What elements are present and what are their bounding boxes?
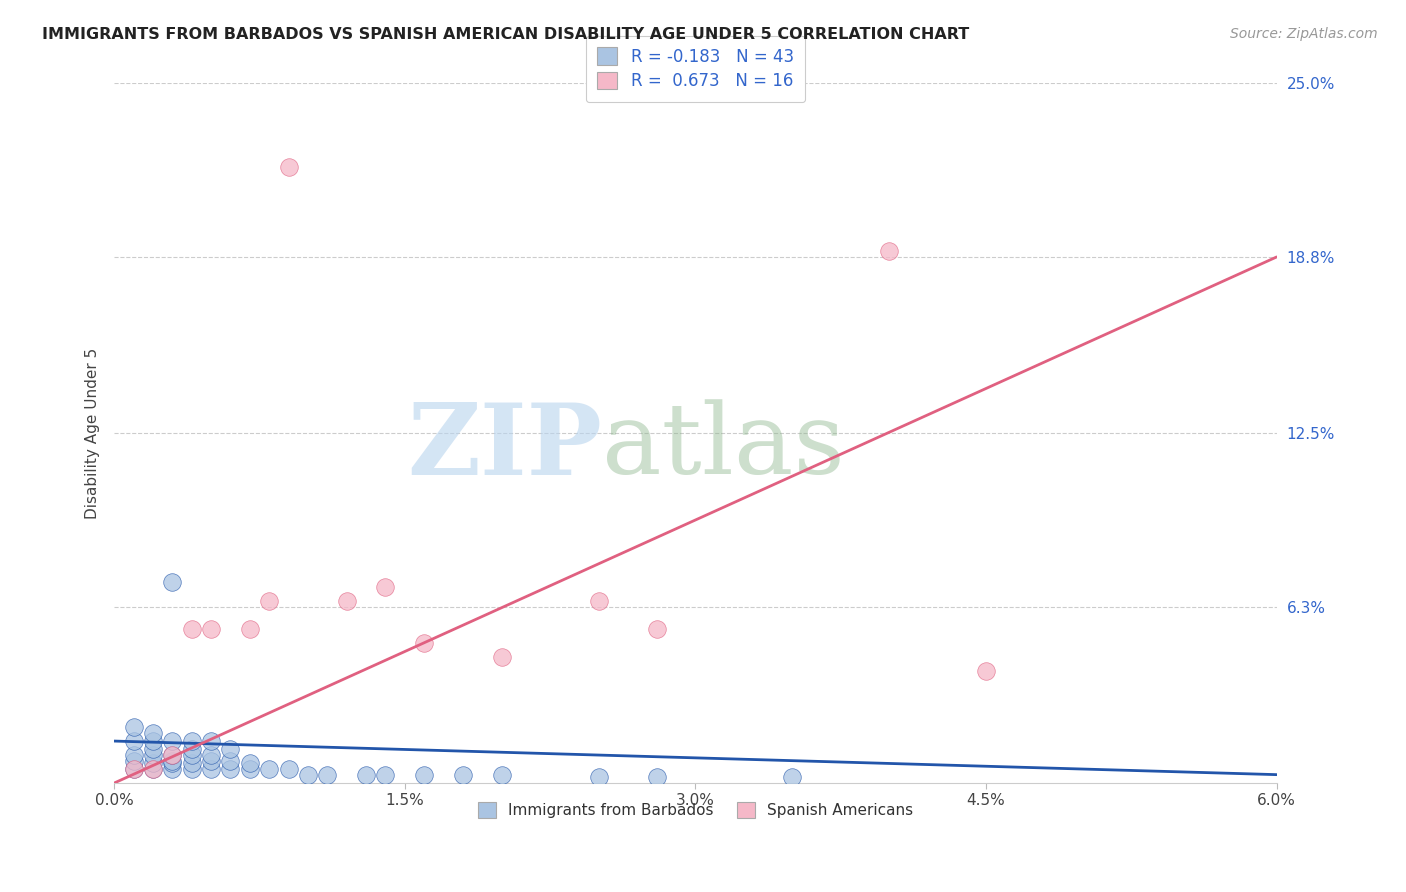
Point [122,762,145,776]
Point [122,734,145,748]
Point [645,771,668,785]
Point [200,734,222,748]
Point [413,767,436,781]
Point [122,720,145,734]
Point [180,762,202,776]
Point [257,762,280,776]
Point [122,747,145,762]
Point [162,747,184,762]
Point [162,762,184,776]
Point [588,594,610,608]
Point [162,756,184,771]
Point [180,742,202,756]
Point [374,580,396,594]
Point [782,771,804,785]
Point [200,747,222,762]
Point [142,747,165,762]
Point [142,725,165,739]
Point [297,767,319,781]
Point [200,762,222,776]
Point [142,762,165,776]
Point [413,636,436,650]
Point [974,664,997,678]
Point [142,756,165,771]
Point [277,161,299,175]
Point [180,622,202,636]
Text: ZIP: ZIP [408,399,602,496]
Legend: Immigrants from Barbados, Spanish Americans: Immigrants from Barbados, Spanish Americ… [471,797,920,824]
Point [239,756,262,771]
Y-axis label: Disability Age Under 5: Disability Age Under 5 [86,348,100,519]
Point [180,747,202,762]
Point [877,244,900,259]
Point [239,762,262,776]
Point [219,762,242,776]
Point [645,622,668,636]
Point [336,594,359,608]
Point [142,762,165,776]
Point [162,754,184,768]
Point [354,767,377,781]
Text: Source: ZipAtlas.com: Source: ZipAtlas.com [1230,27,1378,41]
Point [162,574,184,589]
Point [162,734,184,748]
Point [162,747,184,762]
Point [200,754,222,768]
Point [277,762,299,776]
Point [122,762,145,776]
Point [219,754,242,768]
Point [142,734,165,748]
Point [180,756,202,771]
Point [451,767,474,781]
Point [239,622,262,636]
Point [491,650,513,665]
Point [374,767,396,781]
Point [142,742,165,756]
Point [180,734,202,748]
Point [316,767,339,781]
Text: IMMIGRANTS FROM BARBADOS VS SPANISH AMERICAN DISABILITY AGE UNDER 5 CORRELATION : IMMIGRANTS FROM BARBADOS VS SPANISH AMER… [42,27,969,42]
Point [200,622,222,636]
Point [122,754,145,768]
Point [257,594,280,608]
Point [491,767,513,781]
Point [219,742,242,756]
Point [588,771,610,785]
Text: atlas: atlas [602,400,845,495]
